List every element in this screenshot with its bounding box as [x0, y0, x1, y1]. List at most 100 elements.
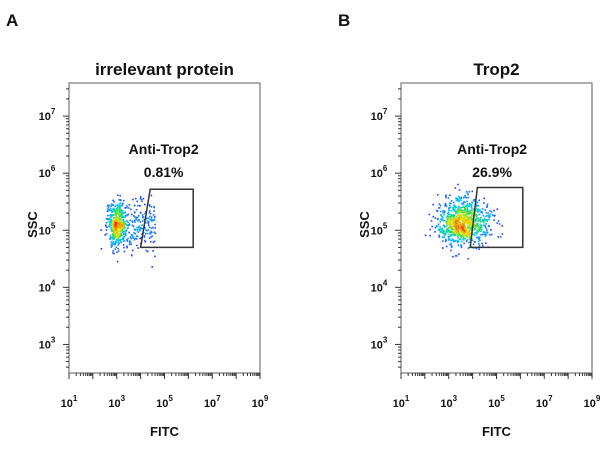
event-dot: [127, 227, 129, 229]
event-dot: [461, 202, 463, 205]
event-dot: [132, 225, 135, 228]
event-dot: [135, 238, 138, 240]
event-dot: [124, 207, 127, 209]
event-dot: [479, 209, 481, 211]
event-dot: [458, 197, 460, 199]
event-dot: [107, 218, 110, 221]
x-tick-label: 107: [204, 394, 221, 410]
event-dot: [150, 241, 152, 243]
event-dot: [127, 221, 129, 223]
event-dot: [445, 204, 447, 206]
event-dot: [471, 190, 474, 193]
event-dot: [486, 219, 489, 221]
event-dot: [452, 215, 455, 218]
event-dot: [466, 204, 468, 206]
event-dot: [459, 228, 462, 230]
event-dot: [137, 231, 139, 233]
event-dot: [458, 225, 460, 228]
event-dot: [481, 210, 483, 213]
event-dot: [113, 207, 115, 210]
event-dot: [452, 217, 454, 220]
tick-base: 10: [371, 225, 383, 237]
event-dot: [445, 229, 448, 231]
event-dot: [450, 234, 453, 236]
event-dot: [478, 213, 481, 216]
event-dot: [475, 215, 478, 218]
event-dot: [451, 246, 453, 249]
event-dot: [124, 216, 126, 218]
tick-base: 10: [393, 398, 405, 410]
event-dot: [466, 203, 469, 205]
event-dot: [117, 247, 120, 250]
tick-exponent: 3: [121, 394, 126, 403]
event-dot: [469, 224, 472, 226]
event-dot: [105, 233, 108, 235]
event-dot: [122, 237, 124, 239]
event-dot: [493, 215, 496, 217]
event-dot: [137, 247, 139, 249]
event-dot: [118, 239, 120, 241]
event-dot: [457, 237, 460, 239]
event-dot: [434, 226, 437, 229]
event-dot: [444, 233, 447, 236]
event-dot: [465, 230, 467, 233]
event-dot: [136, 244, 138, 247]
event-dot: [153, 215, 156, 218]
y-tick-label: 103: [371, 335, 388, 351]
event-dot: [148, 211, 151, 214]
event-dot: [110, 219, 113, 221]
event-dot: [111, 236, 114, 238]
event-dot: [454, 227, 457, 230]
event-dot: [483, 233, 485, 236]
event-dot: [138, 226, 140, 229]
event-dot: [132, 235, 134, 238]
event-dot: [467, 219, 469, 221]
event-dot: [478, 243, 480, 245]
event-dot: [119, 239, 122, 242]
tick-exponent: 1: [73, 394, 78, 403]
event-dot: [458, 215, 461, 217]
event-dot: [130, 243, 132, 245]
event-dot: [478, 210, 480, 212]
event-dot: [474, 219, 477, 222]
event-dot: [152, 241, 155, 244]
event-dot: [115, 211, 117, 214]
event-dot: [148, 237, 151, 239]
event-dot: [110, 241, 112, 243]
event-dot: [449, 225, 451, 227]
event-dot: [460, 218, 462, 221]
event-dot: [463, 226, 466, 229]
event-dot: [475, 213, 477, 216]
event-dot: [117, 225, 119, 228]
chart-title: Trop2: [473, 60, 519, 79]
event-dot: [469, 227, 472, 229]
event-dot: [453, 240, 456, 243]
event-dot: [454, 218, 456, 221]
event-dot: [456, 240, 458, 242]
x-tick-label: 101: [61, 394, 78, 410]
event-dot: [449, 227, 452, 230]
event-dot: [118, 215, 121, 218]
event-dot: [150, 194, 153, 197]
event-dot: [443, 214, 445, 216]
y-tick-label: 104: [371, 278, 388, 294]
event-dot: [123, 227, 125, 229]
event-dot: [122, 212, 125, 214]
event-dot: [475, 236, 478, 239]
event-dot: [470, 227, 473, 229]
event-dot: [113, 216, 116, 219]
event-dot: [462, 223, 464, 225]
event-dot: [464, 216, 466, 219]
event-dot: [110, 216, 112, 218]
event-dot: [479, 239, 481, 242]
x-tick-label: 105: [488, 394, 505, 410]
event-dot: [146, 232, 149, 235]
event-dot: [140, 198, 143, 201]
tick-base: 10: [252, 398, 264, 410]
event-dot: [147, 229, 150, 231]
event-dot: [131, 234, 134, 236]
event-dot: [118, 210, 121, 212]
event-dot: [130, 237, 132, 240]
event-dot: [458, 253, 460, 255]
tick-exponent: 3: [383, 335, 388, 344]
